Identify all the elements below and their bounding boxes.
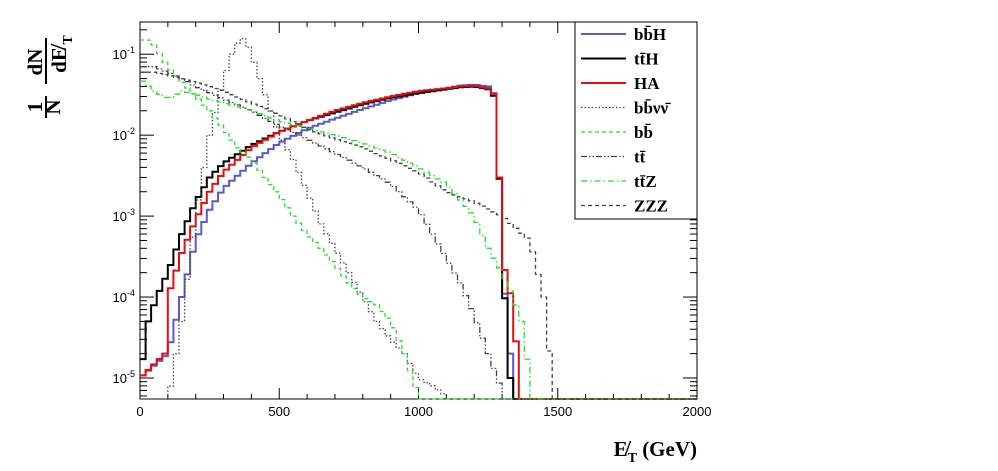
series-line (140, 71, 697, 400)
legend: bb̄H tt̄H HA bb̄νν̄ bb̄ tt̄ tt̄Z ZZZ (581, 25, 671, 216)
x-tick-label: 500 (268, 404, 290, 419)
y-axis-title: 1 N dN dE̸ T (23, 35, 76, 118)
legend-label: bb̄νν̄ (634, 98, 671, 117)
x-tick-label: 2000 (683, 404, 712, 419)
ylabel-dden-sub: T (61, 35, 76, 45)
legend-label: bb̄ (634, 123, 653, 142)
series-line (140, 80, 697, 400)
legend-label: tt̄ (634, 148, 646, 167)
ylabel-dden: dE̸ (47, 43, 71, 73)
ylabel-frac-num: 1 (23, 102, 47, 113)
x-tick-label: 1500 (543, 404, 572, 419)
ylabel-dnum: dN (23, 49, 47, 76)
x-tick-label: 0 (136, 404, 143, 419)
xlabel-sub: T (628, 451, 638, 466)
legend-box (574, 21, 698, 220)
ylabel-frac-den: N (41, 99, 65, 114)
y-tick-label: 10-4 (113, 288, 135, 305)
y-tick-label: 10-3 (113, 207, 135, 224)
x-axis-title: E̸T (GeV) (614, 437, 697, 466)
xlabel-main: E̸ (614, 437, 632, 461)
x-tick-label: 1000 (404, 404, 433, 419)
y-tick-label: 10-5 (113, 369, 135, 386)
series-line (140, 39, 697, 400)
legend-label: bb̄H (634, 25, 666, 44)
series-layer (140, 38, 697, 400)
y-tick-label: 10-2 (113, 126, 135, 143)
legend-label: tt̄Z (634, 172, 657, 191)
series-line (140, 66, 697, 400)
legend-label: ZZZ (634, 197, 668, 216)
y-tick-label: 10-1 (113, 45, 135, 62)
legend-label: HA (634, 74, 660, 93)
legend-label: tt̄H (634, 50, 659, 69)
xlabel-unit: (GeV) (637, 437, 697, 461)
